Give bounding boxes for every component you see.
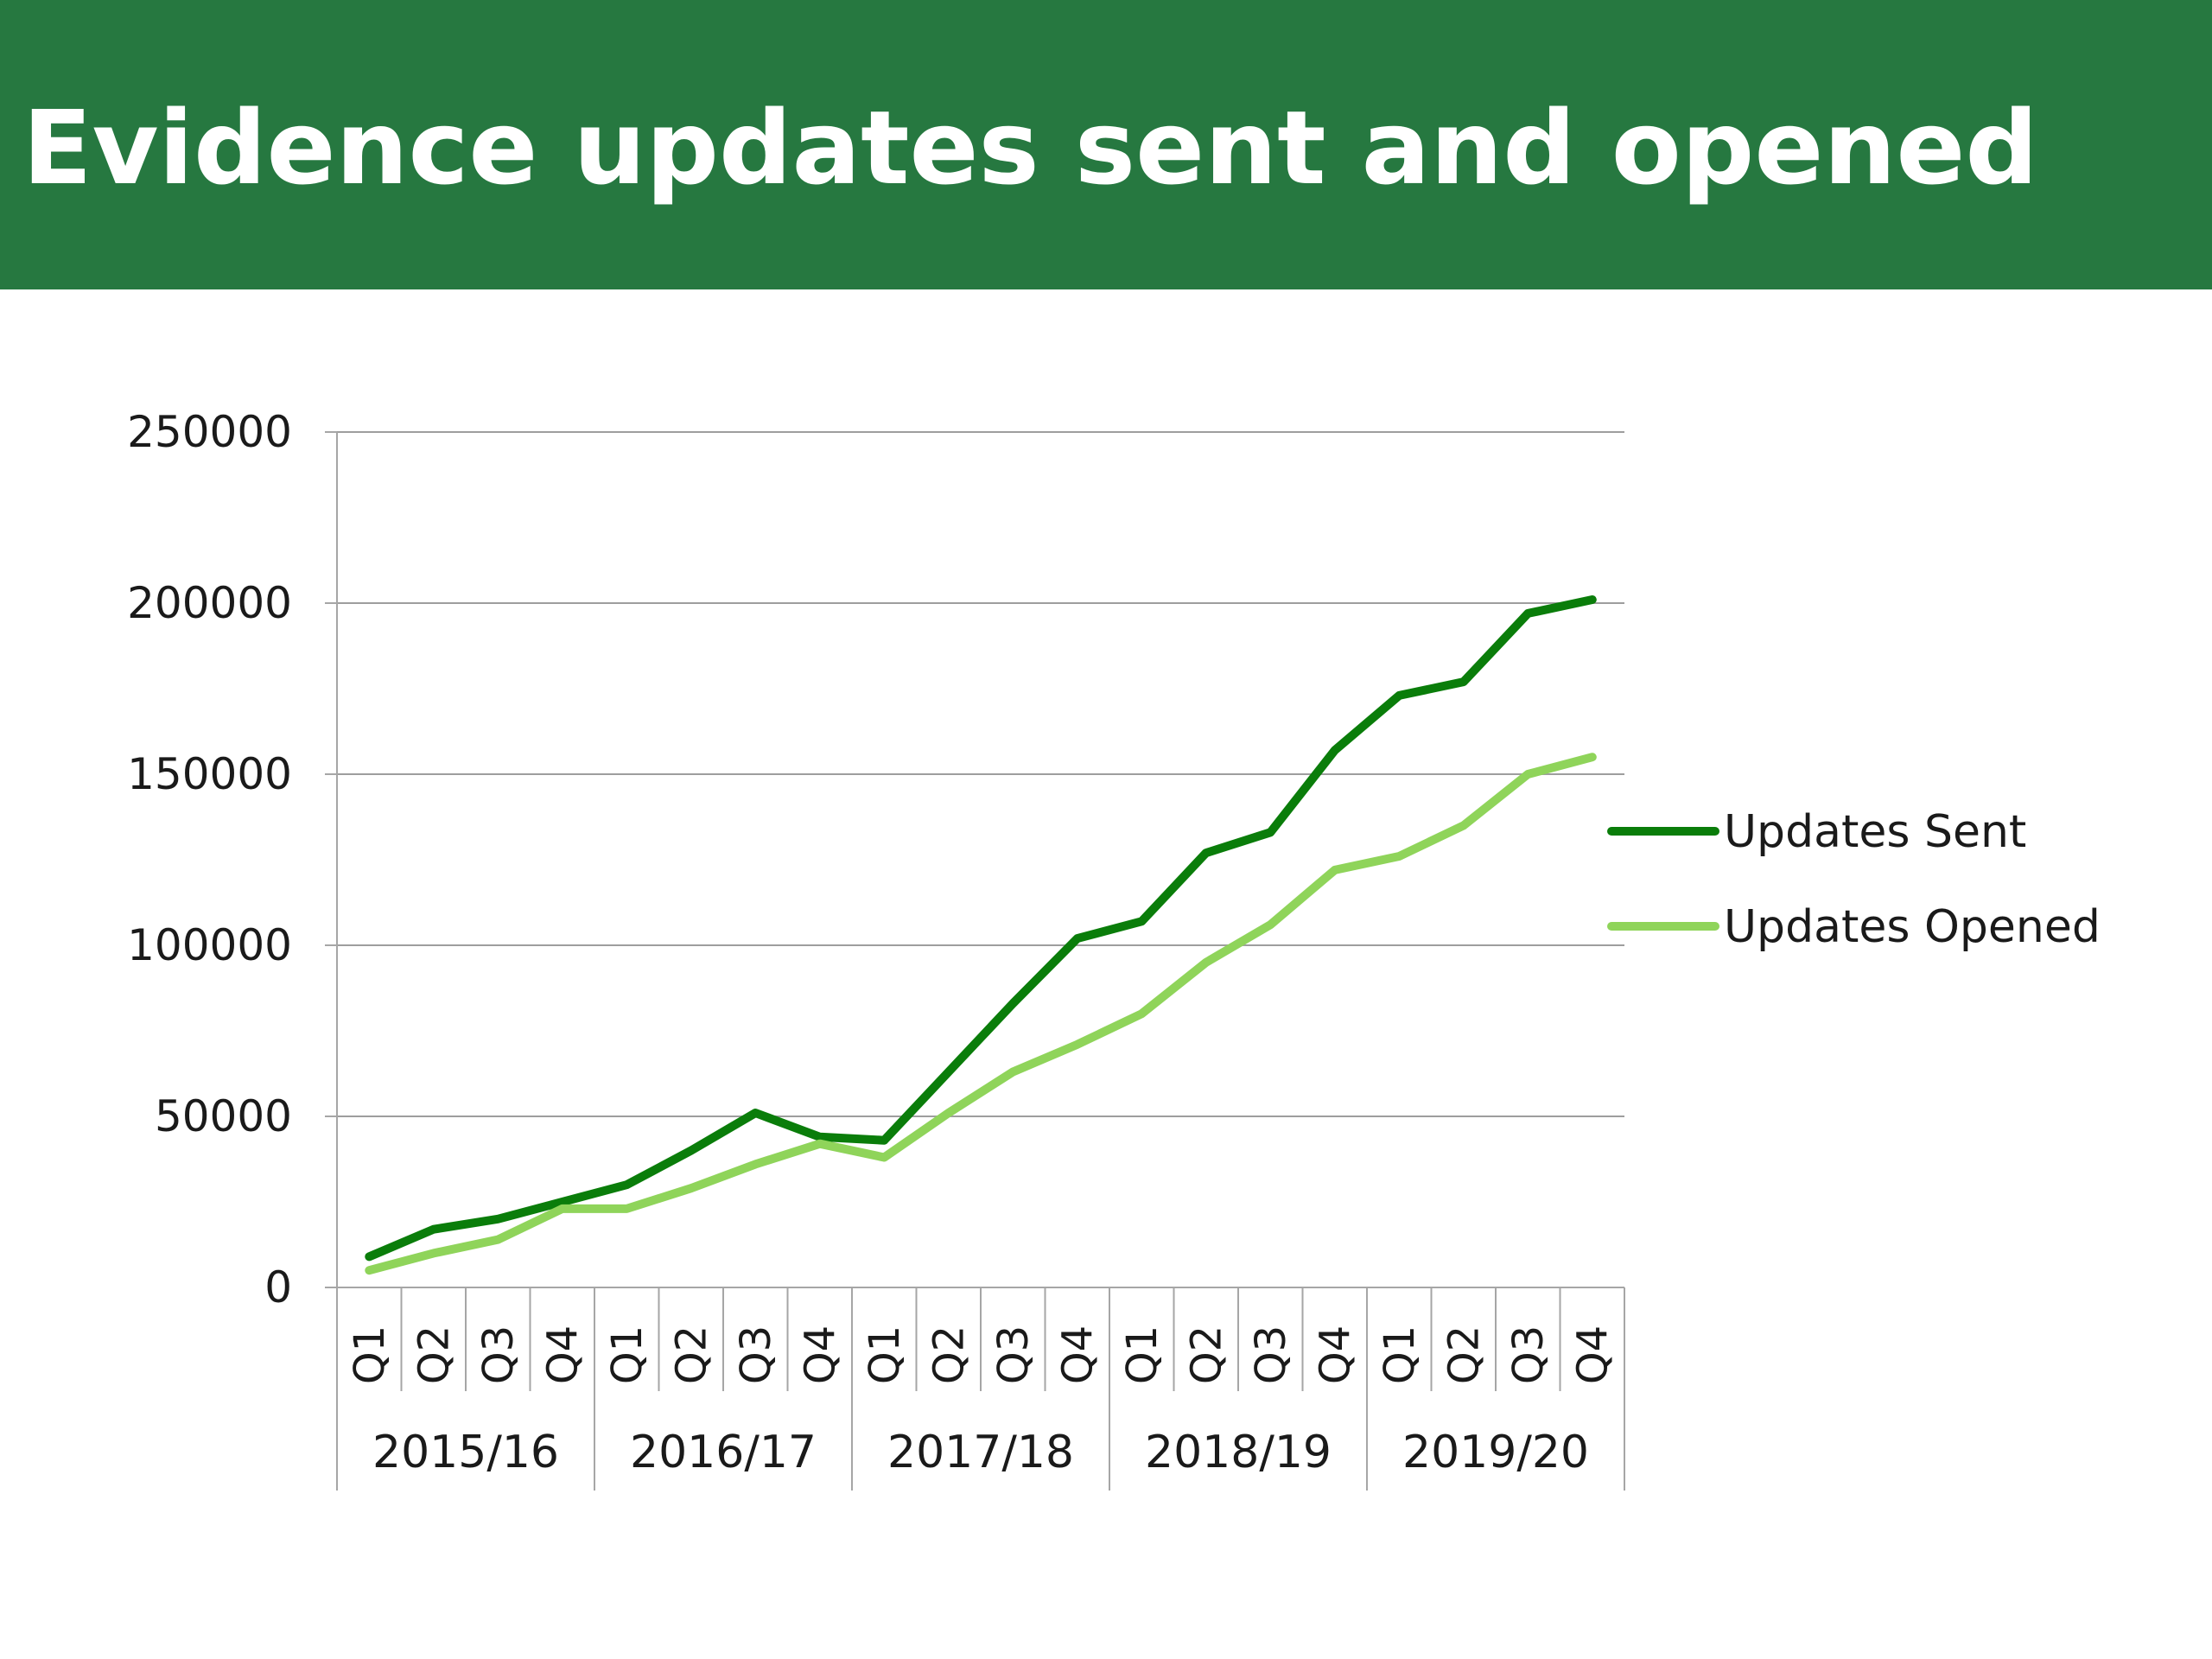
data-point-updates-sent (1139, 918, 1145, 925)
x-category-label: Q3 (732, 1325, 780, 1384)
x-category-label: Q4 (1054, 1325, 1103, 1384)
y-tick-label: 100000 (127, 920, 292, 970)
data-point-updates-opened (495, 1236, 501, 1243)
x-category-label: Q3 (1247, 1325, 1295, 1384)
page-title: Evidence updates sent and opened (22, 88, 2038, 207)
data-point-updates-sent (1589, 597, 1595, 603)
data-point-updates-opened (366, 1268, 372, 1274)
x-group-label: 2018/19 (1145, 1427, 1332, 1478)
data-point-updates-sent (1203, 850, 1209, 856)
x-group-label: 2016/17 (630, 1427, 817, 1478)
data-point-updates-opened (1074, 1041, 1080, 1047)
data-point-updates-sent (495, 1216, 501, 1222)
data-point-updates-sent (753, 1110, 759, 1116)
data-point-updates-opened (817, 1141, 823, 1147)
x-category-label: Q4 (539, 1325, 588, 1384)
y-tick-label: 50000 (155, 1091, 292, 1141)
data-point-updates-opened (1460, 823, 1466, 829)
data-point-updates-opened (430, 1250, 436, 1256)
data-point-updates-sent (430, 1226, 436, 1232)
x-category-label: Q1 (1118, 1325, 1166, 1384)
x-category-label: Q2 (410, 1325, 459, 1384)
y-tick-label: 250000 (127, 407, 292, 457)
data-point-updates-opened (624, 1205, 630, 1211)
series-line-updates-sent (365, 595, 1597, 1262)
y-tick-label: 0 (264, 1262, 292, 1313)
data-point-updates-sent (1074, 936, 1080, 942)
data-point-updates-sent (881, 1137, 887, 1143)
x-group-label: 2017/18 (887, 1427, 1074, 1478)
y-tick-label: 200000 (127, 578, 292, 628)
data-point-updates-sent (624, 1182, 630, 1188)
data-point-updates-sent (1268, 830, 1274, 836)
data-point-updates-sent (1525, 610, 1531, 616)
legend-label-updates-opened: Updates Opened (1724, 901, 2101, 953)
legend-label-updates-sent: Updates Sent (1724, 806, 2026, 858)
data-point-updates-opened (688, 1185, 694, 1192)
series-line-updates-opened (365, 753, 1597, 1275)
x-category-label: Q1 (346, 1325, 394, 1384)
data-point-updates-opened (945, 1110, 951, 1116)
x-category-label: Q2 (1440, 1325, 1489, 1384)
data-point-updates-opened (1332, 867, 1338, 873)
data-point-updates-sent (559, 1199, 565, 1205)
data-point-updates-opened (1139, 1011, 1145, 1017)
x-category-label: Q2 (1183, 1325, 1231, 1384)
data-point-updates-opened (1268, 922, 1274, 928)
x-category-label: Q2 (925, 1325, 974, 1384)
y-tick-label: 150000 (127, 749, 292, 799)
data-point-updates-sent (1010, 1001, 1016, 1007)
data-point-updates-opened (1010, 1069, 1016, 1075)
data-point-updates-opened (753, 1161, 759, 1167)
x-category-label: Q1 (1376, 1325, 1424, 1384)
data-point-updates-opened (1203, 959, 1209, 965)
data-point-updates-opened (1396, 854, 1402, 860)
x-category-label: Q1 (861, 1325, 909, 1384)
data-point-updates-sent (1332, 747, 1338, 753)
data-point-updates-sent (1460, 679, 1466, 685)
x-category-label: Q3 (989, 1325, 1038, 1384)
x-category-label: Q4 (1312, 1325, 1360, 1384)
data-point-updates-sent (1396, 692, 1402, 698)
x-group-label: 2019/20 (1402, 1427, 1589, 1478)
x-category-label: Q4 (797, 1325, 845, 1384)
x-category-label: Q3 (1504, 1325, 1553, 1384)
data-point-updates-sent (366, 1254, 372, 1260)
x-category-label: Q3 (474, 1325, 523, 1384)
data-point-updates-opened (559, 1205, 565, 1211)
data-point-updates-opened (1525, 772, 1531, 777)
x-category-label: Q1 (603, 1325, 652, 1384)
data-point-updates-sent (945, 1069, 951, 1075)
x-group-label: 2015/16 (372, 1427, 559, 1478)
x-category-label: Q2 (668, 1325, 716, 1384)
x-category-label: Q4 (1569, 1325, 1618, 1384)
data-point-updates-sent (817, 1134, 823, 1140)
data-point-updates-opened (881, 1154, 887, 1160)
data-point-updates-sent (688, 1147, 694, 1154)
data-point-updates-opened (1589, 754, 1595, 760)
title-banner: Evidence updates sent and opened (0, 0, 2212, 289)
